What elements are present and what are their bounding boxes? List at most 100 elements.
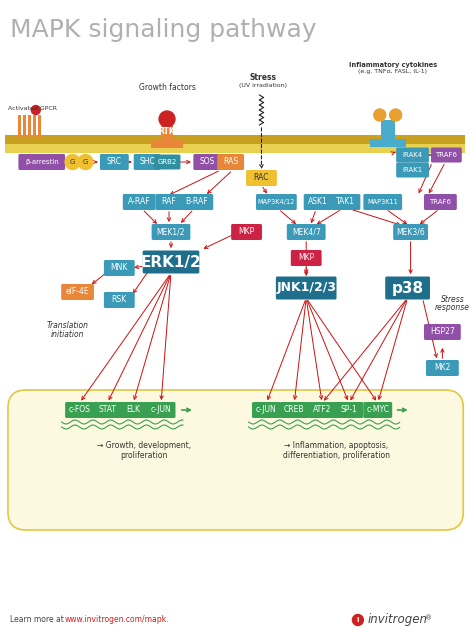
Text: MAP3K4/12: MAP3K4/12 [258,199,295,205]
Text: Activated GPCR: Activated GPCR [8,106,57,111]
Text: TRAF6: TRAF6 [429,199,451,205]
Text: Translation: Translation [46,321,89,330]
Text: Growth factors: Growth factors [138,83,195,92]
Text: IRAK4: IRAK4 [402,152,423,158]
FancyBboxPatch shape [276,277,337,300]
FancyBboxPatch shape [61,284,94,300]
FancyBboxPatch shape [104,260,135,276]
FancyBboxPatch shape [18,154,65,170]
Text: → Growth, development,: → Growth, development, [97,441,191,450]
Text: c-JUN: c-JUN [256,406,277,415]
Text: MAPK signaling pathway: MAPK signaling pathway [10,18,317,42]
FancyBboxPatch shape [134,154,161,170]
Text: RTK: RTK [159,128,175,137]
FancyBboxPatch shape [154,154,181,169]
FancyBboxPatch shape [364,402,392,418]
FancyBboxPatch shape [193,154,220,170]
FancyBboxPatch shape [393,224,428,240]
Text: Inflammatory cytokines: Inflammatory cytokines [348,62,437,68]
Text: MKP: MKP [298,253,314,262]
FancyBboxPatch shape [143,250,200,274]
Bar [381,120,395,146]
Text: HSP27: HSP27 [430,327,455,336]
Text: B-RAF: B-RAF [185,197,208,207]
FancyBboxPatch shape [181,194,213,210]
Text: IRAK1: IRAK1 [402,167,423,173]
Text: p38: p38 [392,281,424,296]
FancyBboxPatch shape [291,250,321,266]
FancyBboxPatch shape [152,224,191,240]
Bar [23,115,27,137]
FancyBboxPatch shape [104,292,135,308]
Text: β-arrestin: β-arrestin [25,159,59,165]
Text: SHC: SHC [139,157,155,166]
Text: CREB: CREB [284,406,304,415]
Text: G: G [83,159,88,165]
Text: MEK1/2: MEK1/2 [157,228,185,236]
FancyBboxPatch shape [426,360,459,376]
FancyBboxPatch shape [217,154,244,170]
Text: ®: ® [426,615,433,621]
Text: c-JUN: c-JUN [151,406,172,415]
Text: ATF2: ATF2 [313,406,331,415]
Text: response: response [435,303,470,312]
Text: MKP: MKP [238,228,255,236]
FancyBboxPatch shape [431,147,462,162]
Text: initiation: initiation [51,330,84,339]
Text: MEK4/7: MEK4/7 [292,228,320,236]
Circle shape [78,154,93,169]
FancyBboxPatch shape [256,194,297,210]
Circle shape [159,111,175,127]
Text: Learn more at: Learn more at [10,616,66,624]
Bar [28,115,31,137]
Text: ERK1/2: ERK1/2 [141,255,201,269]
Text: RAS: RAS [223,157,238,166]
Text: RAF: RAF [162,197,176,207]
FancyBboxPatch shape [396,162,429,178]
Text: TAK1: TAK1 [337,197,356,207]
Text: differentiation, proliferation: differentiation, proliferation [283,451,390,460]
Text: SRC: SRC [107,157,122,166]
FancyBboxPatch shape [146,402,175,418]
Text: MNK: MNK [110,264,128,272]
Text: Stress: Stress [440,295,464,304]
Text: → Inflammation, apoptosis,: → Inflammation, apoptosis, [284,441,388,450]
FancyBboxPatch shape [287,224,326,240]
Bar [5,144,465,153]
Text: (e.g. TNFα, FASL, IL-1): (e.g. TNFα, FASL, IL-1) [358,70,427,75]
Bar [151,140,183,148]
FancyBboxPatch shape [308,402,337,418]
Text: A-RAF: A-RAF [128,197,150,207]
FancyBboxPatch shape [231,224,262,240]
Bar [5,135,465,144]
FancyBboxPatch shape [331,194,360,210]
Circle shape [31,106,40,114]
Text: STAT: STAT [99,406,117,415]
Text: c-MYC: c-MYC [366,406,389,415]
FancyBboxPatch shape [280,402,309,418]
Bar [370,139,406,147]
Circle shape [374,109,386,121]
FancyBboxPatch shape [93,402,122,418]
FancyBboxPatch shape [252,402,281,418]
Text: JNK1/2/3: JNK1/2/3 [276,281,336,295]
FancyBboxPatch shape [335,402,364,418]
FancyBboxPatch shape [385,277,430,300]
FancyBboxPatch shape [8,390,463,530]
Bar [38,115,41,137]
Circle shape [65,154,80,169]
Text: G: G [70,159,75,165]
Bar [161,123,173,145]
Text: ASK1: ASK1 [308,197,328,207]
Text: www.invitrogen.com/mapk.: www.invitrogen.com/mapk. [64,616,169,624]
FancyBboxPatch shape [246,170,277,186]
Text: RAC: RAC [254,174,269,183]
Text: i: i [356,617,359,623]
Text: ELK: ELK [126,406,140,415]
FancyBboxPatch shape [65,402,94,418]
FancyBboxPatch shape [155,194,182,210]
Text: SOS: SOS [199,157,214,166]
Text: TRAF6: TRAF6 [436,152,457,158]
Text: eIF-4E: eIF-4E [66,288,90,296]
FancyBboxPatch shape [424,194,457,210]
